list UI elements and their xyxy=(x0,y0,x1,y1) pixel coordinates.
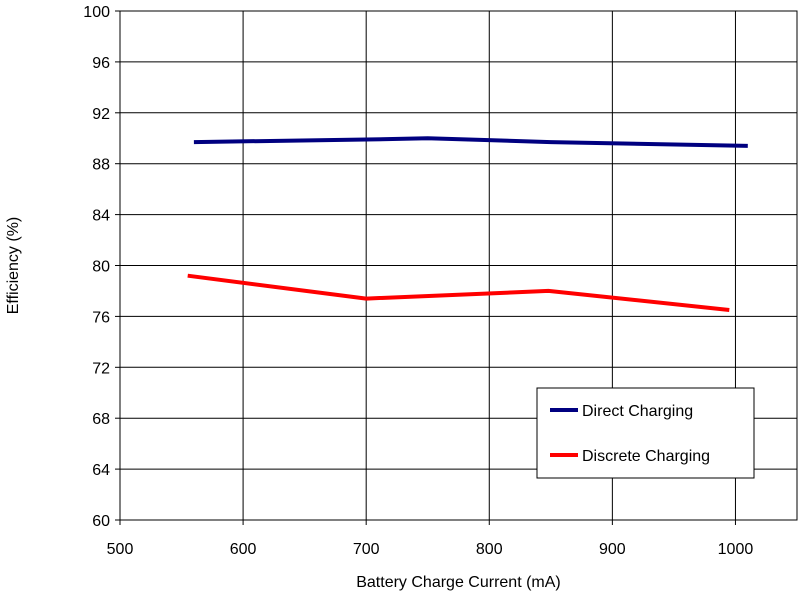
series-line-direct-charging xyxy=(193,136,748,148)
y-tick-label: 96 xyxy=(92,55,110,72)
y-tick-label: 72 xyxy=(92,360,110,377)
x-axis-title: Battery Charge Current (mA) xyxy=(356,574,561,591)
y-tick-label: 100 xyxy=(83,4,110,21)
x-tick-label: 500 xyxy=(107,541,134,558)
series-layer xyxy=(187,136,748,312)
x-axis: 500 600 700 800 900 1000 xyxy=(107,520,754,558)
legend-label-discrete-charging: Discrete Charging xyxy=(582,448,710,465)
x-tick-label: 800 xyxy=(476,541,503,558)
y-tick-label: 68 xyxy=(92,411,110,428)
y-tick-label: 76 xyxy=(92,309,110,326)
x-tick-label: 600 xyxy=(230,541,257,558)
y-tick-label: 84 xyxy=(92,208,110,225)
y-tick-label: 60 xyxy=(92,513,110,530)
y-tick-label: 88 xyxy=(92,157,110,174)
x-tick-label: 900 xyxy=(599,541,626,558)
y-tick-label: 80 xyxy=(92,259,110,276)
legend-box xyxy=(536,387,755,479)
series-line-discrete-charging xyxy=(187,273,730,312)
y-tick-label: 64 xyxy=(92,462,110,479)
legend-label-direct-charging: Direct Charging xyxy=(582,403,693,420)
legend: Direct Charging Discrete Charging xyxy=(536,387,755,479)
y-tick-label: 92 xyxy=(92,106,110,123)
x-tick-label: 700 xyxy=(353,541,380,558)
y-axis-title: Efficiency (%) xyxy=(5,217,22,315)
x-tick-label: 1000 xyxy=(718,541,754,558)
y-axis: 60 64 68 72 76 80 84 88 92 96 100 xyxy=(83,4,120,530)
